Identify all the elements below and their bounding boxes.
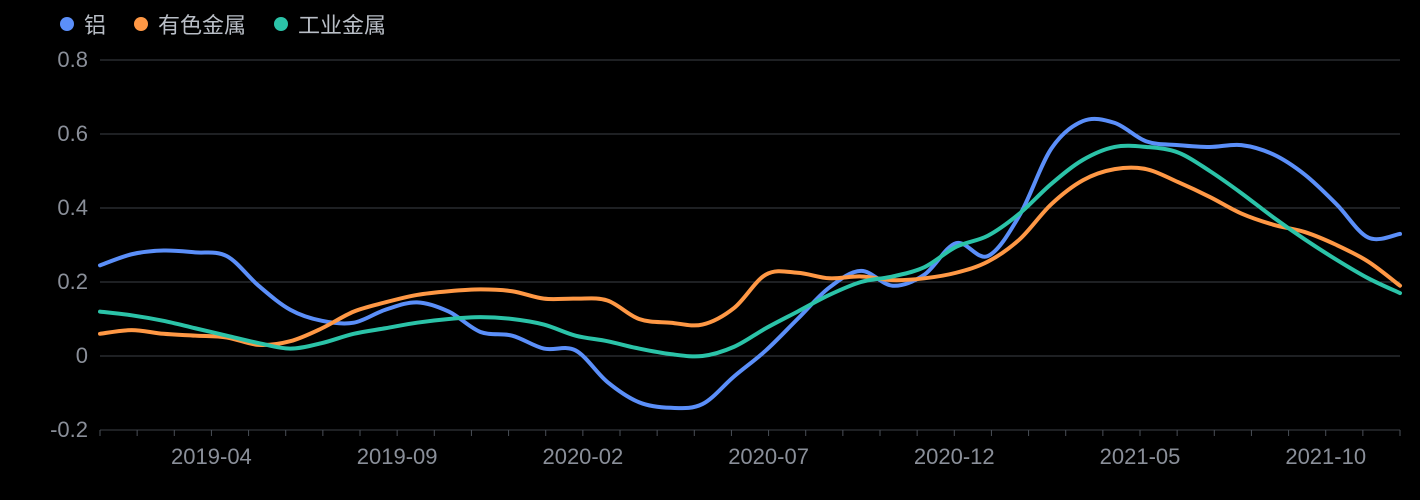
y-axis-label: 0.4 bbox=[57, 195, 88, 221]
y-axis-label: 0.6 bbox=[57, 121, 88, 147]
plot-area bbox=[0, 0, 1420, 500]
y-axis-label: 0.2 bbox=[57, 269, 88, 295]
y-axis-label: -0.2 bbox=[50, 417, 88, 443]
line-chart: 铝 有色金属 工业金属 -0.200.20.40.60.82019-042019… bbox=[0, 0, 1420, 500]
series-line-2 bbox=[100, 146, 1400, 357]
x-axis-label: 2020-12 bbox=[914, 444, 995, 470]
x-axis-label: 2020-07 bbox=[728, 444, 809, 470]
x-axis-label: 2021-05 bbox=[1100, 444, 1181, 470]
x-axis-label: 2019-04 bbox=[171, 444, 252, 470]
x-axis-label: 2019-09 bbox=[357, 444, 438, 470]
series-line-0 bbox=[100, 119, 1400, 408]
x-axis-label: 2021-10 bbox=[1285, 444, 1366, 470]
x-axis-label: 2020-02 bbox=[542, 444, 623, 470]
y-axis-label: 0.8 bbox=[57, 47, 88, 73]
series-line-1 bbox=[100, 168, 1400, 345]
y-axis-label: 0 bbox=[76, 343, 88, 369]
